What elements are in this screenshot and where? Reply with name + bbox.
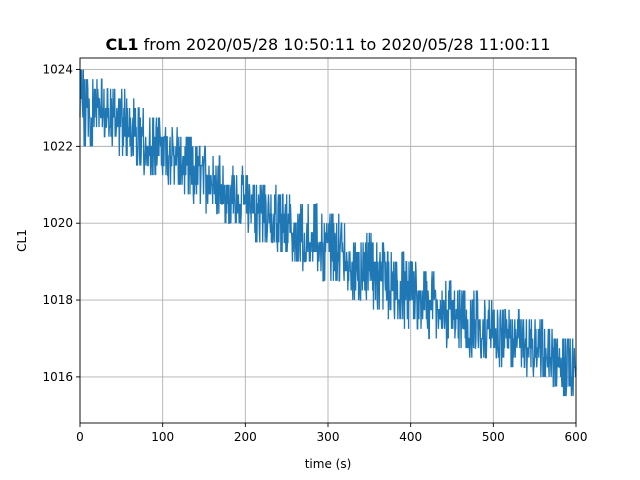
- x-tick-label: 100: [151, 430, 174, 444]
- x-tick-label: 0: [76, 430, 84, 444]
- x-tick-label: 300: [317, 430, 340, 444]
- y-axis-label: CL1: [15, 229, 29, 252]
- y-tick-label: 1016: [42, 370, 73, 384]
- y-axis-ticks: 1016 1018 1020 1022 1024: [42, 63, 80, 384]
- x-axis-label: time (s): [305, 457, 352, 471]
- y-tick-label: 1020: [42, 216, 73, 230]
- x-tick-label: 600: [565, 430, 588, 444]
- y-tick-label: 1018: [42, 293, 73, 307]
- chart-title-rest: from 2020/05/28 10:50:11 to 2020/05/28 1…: [139, 35, 551, 54]
- chart-title-bold: CL1: [105, 35, 138, 54]
- y-tick-label: 1024: [42, 63, 73, 77]
- x-tick-label: 200: [234, 430, 257, 444]
- x-tick-label: 400: [399, 430, 422, 444]
- x-tick-label: 500: [482, 430, 505, 444]
- y-tick-label: 1022: [42, 139, 73, 153]
- series-line: [79, 69, 577, 397]
- x-axis-ticks: 0 100 200 300 400 500 600: [76, 423, 587, 444]
- series-group: [79, 69, 577, 397]
- chart-title: CL1 from 2020/05/28 10:50:11 to 2020/05/…: [105, 35, 550, 54]
